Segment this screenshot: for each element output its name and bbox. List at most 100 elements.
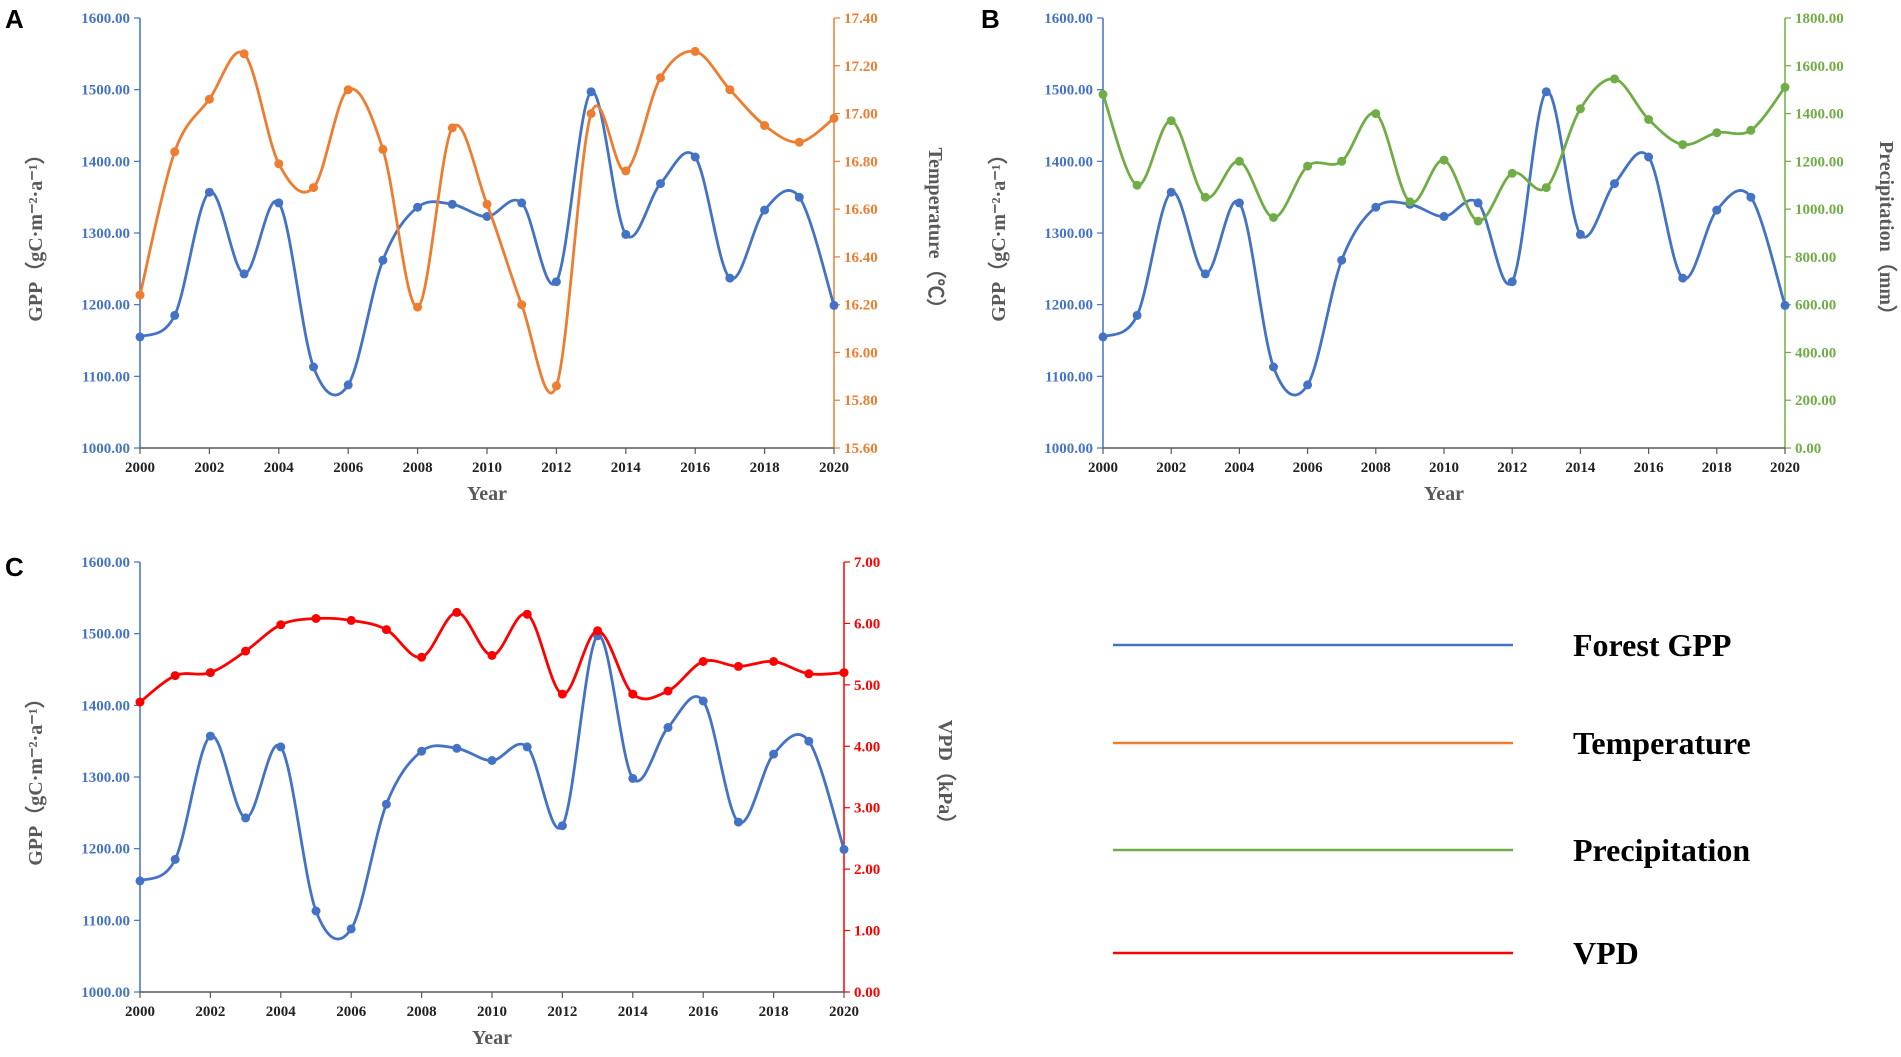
vpd-data-point xyxy=(804,669,814,679)
right-tick-label: 1400.00 xyxy=(1795,107,1844,123)
temperature-data-point xyxy=(204,94,214,104)
x-tick-label: 2018 xyxy=(1702,460,1732,476)
x-tick-label: 2020 xyxy=(819,460,849,476)
x-axis-title: Year xyxy=(1424,483,1464,505)
vpd-data-point xyxy=(839,668,849,678)
right-tick-label: 16.80 xyxy=(844,154,878,170)
left-tick-label: 1100.00 xyxy=(82,913,130,929)
forest-gpp-series-line xyxy=(139,634,846,941)
forest-gpp-data-point xyxy=(1166,187,1176,197)
left-tick-label: 1100.00 xyxy=(1045,369,1093,385)
forest-gpp-data-point xyxy=(690,152,700,162)
precipitation-data-point xyxy=(1234,156,1244,166)
x-tick-label: 2008 xyxy=(407,1004,437,1020)
right-tick-label: 15.80 xyxy=(844,393,878,409)
vpd-data-point xyxy=(311,614,321,623)
precipitation-data-point xyxy=(1610,74,1619,84)
precipitation-data-point xyxy=(1644,115,1654,124)
right-y-axis-title: Temperature（℃） xyxy=(924,147,947,318)
right-tick-label: 200.00 xyxy=(1795,393,1836,409)
forest-gpp-data-point xyxy=(760,205,770,215)
x-tick-label: 2012 xyxy=(1497,460,1527,476)
precipitation-data-point xyxy=(1507,168,1517,178)
temperature-data-point xyxy=(586,109,596,119)
precipitation-data-point xyxy=(1166,116,1176,126)
forest-gpp-data-point xyxy=(829,300,839,310)
legend-label-precipitation: Precipitation xyxy=(1573,832,1750,868)
right-tick-label: 17.00 xyxy=(844,107,878,123)
forest-gpp-data-point xyxy=(1644,152,1654,162)
x-tick-label: 2008 xyxy=(403,460,433,476)
vpd-data-point xyxy=(381,625,391,635)
x-tick-label: 2008 xyxy=(1361,460,1391,476)
forest-gpp-data-point xyxy=(413,202,423,212)
temperature-data-point xyxy=(447,123,457,133)
vpd-data-point xyxy=(663,686,673,696)
vpd-series-line xyxy=(139,610,845,704)
forest-gpp-data-point xyxy=(311,906,321,916)
vpd-data-point xyxy=(452,607,462,617)
forest-gpp-data-point xyxy=(452,743,462,753)
temperature-data-point xyxy=(274,159,284,169)
vpd-data-point xyxy=(276,620,286,630)
left-tick-label: 1400.00 xyxy=(1044,154,1093,170)
forest-gpp-data-point xyxy=(621,229,631,239)
precipitation-data-point xyxy=(1098,89,1108,99)
forest-gpp-data-point xyxy=(517,198,527,208)
left-tick-label: 1400.00 xyxy=(81,154,130,170)
vpd-data-point xyxy=(593,626,603,636)
vpd-data-point xyxy=(557,689,567,699)
legend-label-temperature: Temperature xyxy=(1573,725,1751,761)
precipitation-data-point xyxy=(1303,161,1313,171)
left-tick-label: 1500.00 xyxy=(81,83,130,99)
vpd-data-point xyxy=(346,615,356,625)
forest-gpp-data-point xyxy=(447,199,457,209)
left-tick-label: 1200.00 xyxy=(81,842,130,858)
x-tick-label: 2006 xyxy=(333,460,364,476)
forest-gpp-data-point xyxy=(1780,300,1790,310)
temperature-series-line xyxy=(138,49,835,395)
left-tick-label: 1300.00 xyxy=(81,770,130,786)
x-tick-label: 2014 xyxy=(1565,460,1596,476)
legend-label-vpd: VPD xyxy=(1573,935,1639,971)
right-tick-label: 4.00 xyxy=(854,739,880,755)
left-tick-label: 1200.00 xyxy=(1044,298,1093,314)
x-tick-label: 2010 xyxy=(477,1004,507,1020)
left-tick-label: 1600.00 xyxy=(81,555,130,571)
forest-gpp-data-point xyxy=(1234,198,1244,208)
forest-gpp-data-point xyxy=(135,332,145,342)
precipitation-data-point xyxy=(1371,109,1381,119)
chart-panel-b: B 1000.00 1100.00 1200.00 1300.00 1400.00 1500… xyxy=(981,4,1898,505)
x-tick-label: 2006 xyxy=(1293,460,1324,476)
x-tick-label: 2018 xyxy=(750,460,780,476)
forest-gpp-data-point xyxy=(804,736,814,746)
x-tick-label: 2014 xyxy=(611,460,642,476)
x-tick-label: 2000 xyxy=(125,460,155,476)
right-y-axis-title: VPD（kPa） xyxy=(934,720,957,834)
forest-gpp-data-point xyxy=(839,844,849,854)
forest-gpp-data-point xyxy=(1507,277,1517,287)
forest-gpp-data-point xyxy=(378,255,388,265)
temperature-data-point xyxy=(656,73,665,83)
temperature-data-point xyxy=(794,137,804,147)
forest-gpp-data-point xyxy=(769,749,779,759)
forest-gpp-data-point xyxy=(1473,198,1483,208)
right-tick-label: 0.00 xyxy=(1795,441,1821,457)
forest-gpp-data-point xyxy=(239,269,249,279)
right-tick-label: 1200.00 xyxy=(1795,154,1844,170)
x-tick-label: 2000 xyxy=(125,1004,155,1020)
forest-gpp-data-point xyxy=(1575,229,1585,239)
left-tick-label: 1300.00 xyxy=(1044,226,1093,242)
vpd-data-point xyxy=(241,646,251,656)
forest-gpp-data-point xyxy=(1371,202,1381,212)
temperature-data-point xyxy=(760,121,770,130)
forest-gpp-data-point xyxy=(1746,192,1756,202)
forest-gpp-data-point xyxy=(733,817,743,827)
temperature-data-point xyxy=(551,381,561,391)
right-tick-label: 5.00 xyxy=(854,678,880,694)
left-tick-label: 1600.00 xyxy=(1044,11,1093,27)
x-axis-title: Year xyxy=(472,1027,512,1049)
left-tick-label: 1500.00 xyxy=(1044,83,1093,99)
vpd-data-point xyxy=(417,652,427,662)
left-tick-label: 1600.00 xyxy=(81,11,130,27)
